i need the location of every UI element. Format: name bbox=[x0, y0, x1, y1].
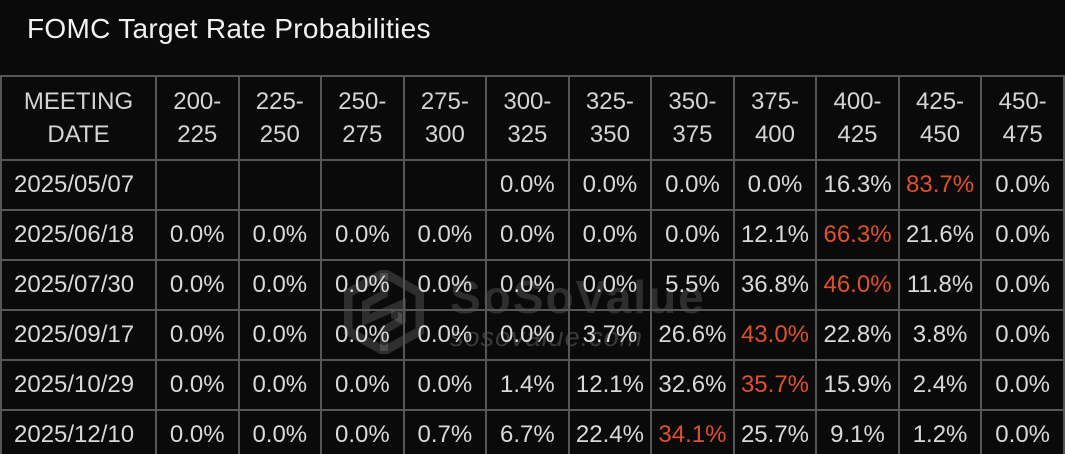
rate-range-header: 375- 400 bbox=[732, 75, 818, 161]
probability-cell: 0.0% bbox=[155, 309, 240, 361]
page-title: FOMC Target Rate Probabilities bbox=[27, 13, 431, 44]
probability-cell: 0.0% bbox=[567, 209, 653, 261]
probability-cell: 0.0% bbox=[485, 209, 570, 261]
table-row: 2025/09/17 0.0% 0.0% 0.0% 0.0% 0.0% 3.7% 26.6% 4… bbox=[0, 309, 1065, 361]
meeting-date-cell: 2025/05/07 bbox=[0, 159, 157, 211]
probability-cell: 15.9% bbox=[815, 359, 900, 411]
meeting-date-cell: 2025/09/17 bbox=[0, 309, 157, 361]
meeting-date-cell: 2025/10/29 bbox=[0, 359, 157, 411]
probability-cell: 2.4% bbox=[897, 359, 983, 411]
probability-cell: 0.0% bbox=[320, 409, 405, 454]
probability-cell: 0.0% bbox=[320, 359, 405, 411]
probability-cell: 0.0% bbox=[237, 359, 323, 411]
probability-cell: 0.0% bbox=[237, 259, 323, 311]
probability-cell: 0.0% bbox=[237, 409, 323, 454]
table-row: 2025/12/10 0.0% 0.0% 0.0% 0.7% 6.7% 22.4% 34.1%… bbox=[0, 409, 1065, 454]
probability-cell: 9.1% bbox=[815, 409, 900, 454]
probability-cell: 1.4% bbox=[485, 359, 570, 411]
probability-cell bbox=[402, 159, 488, 211]
table-body: 2025/05/07 0.0% 0.0% 0.0% 0.0% 16.3% 83.7% 0.0%… bbox=[0, 159, 1065, 454]
probability-cell-highlighted: 46.0% bbox=[815, 259, 900, 311]
rate-range-header: 325- 350 bbox=[567, 75, 653, 161]
rate-range-header: 425- 450 bbox=[897, 75, 983, 161]
rate-range-header: 300- 325 bbox=[485, 75, 570, 161]
probability-cell: 0.0% bbox=[485, 159, 570, 211]
meeting-date-cell: 2025/12/10 bbox=[0, 409, 157, 454]
probability-cell bbox=[320, 159, 405, 211]
probability-cell: 0.0% bbox=[567, 259, 653, 311]
table-row: 2025/07/30 0.0% 0.0% 0.0% 0.0% 0.0% 0.0% 5.5% 36… bbox=[0, 259, 1065, 311]
probability-cell: 0.0% bbox=[320, 209, 405, 261]
meeting-date-header: MEETING DATE bbox=[0, 75, 157, 161]
probability-cell: 0.0% bbox=[980, 409, 1065, 454]
probability-cell-highlighted: 66.3% bbox=[815, 209, 900, 261]
probability-cell: 1.2% bbox=[897, 409, 983, 454]
probability-cell: 0.0% bbox=[155, 259, 240, 311]
probability-cell: 0.0% bbox=[980, 159, 1065, 211]
table-row: 2025/05/07 0.0% 0.0% 0.0% 0.0% 16.3% 83.7% 0.0% bbox=[0, 159, 1065, 211]
probability-cell: 36.8% bbox=[732, 259, 818, 311]
probability-cell: 0.0% bbox=[485, 259, 570, 311]
probability-cell-highlighted: 83.7% bbox=[897, 159, 983, 211]
probability-cell: 0.0% bbox=[402, 359, 488, 411]
rate-range-header: 400- 425 bbox=[815, 75, 900, 161]
probability-cell: 0.0% bbox=[402, 259, 488, 311]
probability-cell: 0.0% bbox=[237, 309, 323, 361]
header-row: MEETING DATE 200- 225 225- 250 250- 275 275… bbox=[0, 75, 1065, 161]
probability-cell-highlighted: 43.0% bbox=[732, 309, 818, 361]
probability-cell: 0.0% bbox=[650, 209, 735, 261]
probability-cell: 3.7% bbox=[567, 309, 653, 361]
rate-range-header: 275- 300 bbox=[402, 75, 488, 161]
probability-cell: 22.4% bbox=[567, 409, 653, 454]
probability-cell: 0.0% bbox=[155, 359, 240, 411]
probability-cell: 0.0% bbox=[980, 209, 1065, 261]
probability-cell: 0.0% bbox=[567, 159, 653, 211]
probability-cell: 12.1% bbox=[567, 359, 653, 411]
rate-range-header: 200- 225 bbox=[155, 75, 240, 161]
probability-cell: 0.0% bbox=[485, 309, 570, 361]
probability-cell: 12.1% bbox=[732, 209, 818, 261]
rate-range-header: 450- 475 bbox=[980, 75, 1065, 161]
probability-cell: 11.8% bbox=[897, 259, 983, 311]
probability-cell: 0.0% bbox=[980, 309, 1065, 361]
probability-cell: 3.8% bbox=[897, 309, 983, 361]
rate-range-header: 250- 275 bbox=[320, 75, 405, 161]
probability-cell: 0.0% bbox=[980, 259, 1065, 311]
table-row: 2025/06/18 0.0% 0.0% 0.0% 0.0% 0.0% 0.0% 0.0% 12… bbox=[0, 209, 1065, 261]
probability-cell-highlighted: 35.7% bbox=[732, 359, 818, 411]
probability-cell: 0.7% bbox=[402, 409, 488, 454]
meeting-date-cell: 2025/06/18 bbox=[0, 209, 157, 261]
meeting-date-cell: 2025/07/30 bbox=[0, 259, 157, 311]
probability-cell: 0.0% bbox=[237, 209, 323, 261]
rate-range-header: 350- 375 bbox=[650, 75, 735, 161]
probability-cell: 26.6% bbox=[650, 309, 735, 361]
probability-cell: 0.0% bbox=[402, 209, 488, 261]
probability-cell: 0.0% bbox=[980, 359, 1065, 411]
probability-cell bbox=[237, 159, 323, 211]
probability-cell: 0.0% bbox=[402, 309, 488, 361]
probability-cell: 0.0% bbox=[320, 309, 405, 361]
probability-cell: 22.8% bbox=[815, 309, 900, 361]
probability-cell: 0.0% bbox=[650, 159, 735, 211]
probability-cell: 0.0% bbox=[155, 409, 240, 454]
probability-cell: 0.0% bbox=[155, 209, 240, 261]
probability-cell: 32.6% bbox=[650, 359, 735, 411]
probability-cell: 6.7% bbox=[485, 409, 570, 454]
probability-cell-highlighted: 34.1% bbox=[650, 409, 735, 454]
probability-cell: 0.0% bbox=[320, 259, 405, 311]
probabilities-table: MEETING DATE 200- 225 225- 250 250- 275 275… bbox=[0, 75, 1065, 454]
probability-cell: 5.5% bbox=[650, 259, 735, 311]
probability-cell: 21.6% bbox=[897, 209, 983, 261]
probability-cell bbox=[155, 159, 240, 211]
table-row: 2025/10/29 0.0% 0.0% 0.0% 0.0% 1.4% 12.1% 32.6%… bbox=[0, 359, 1065, 411]
probability-cell: 16.3% bbox=[815, 159, 900, 211]
rate-range-header: 225- 250 bbox=[237, 75, 323, 161]
probability-cell: 25.7% bbox=[732, 409, 818, 454]
probability-cell: 0.0% bbox=[732, 159, 818, 211]
